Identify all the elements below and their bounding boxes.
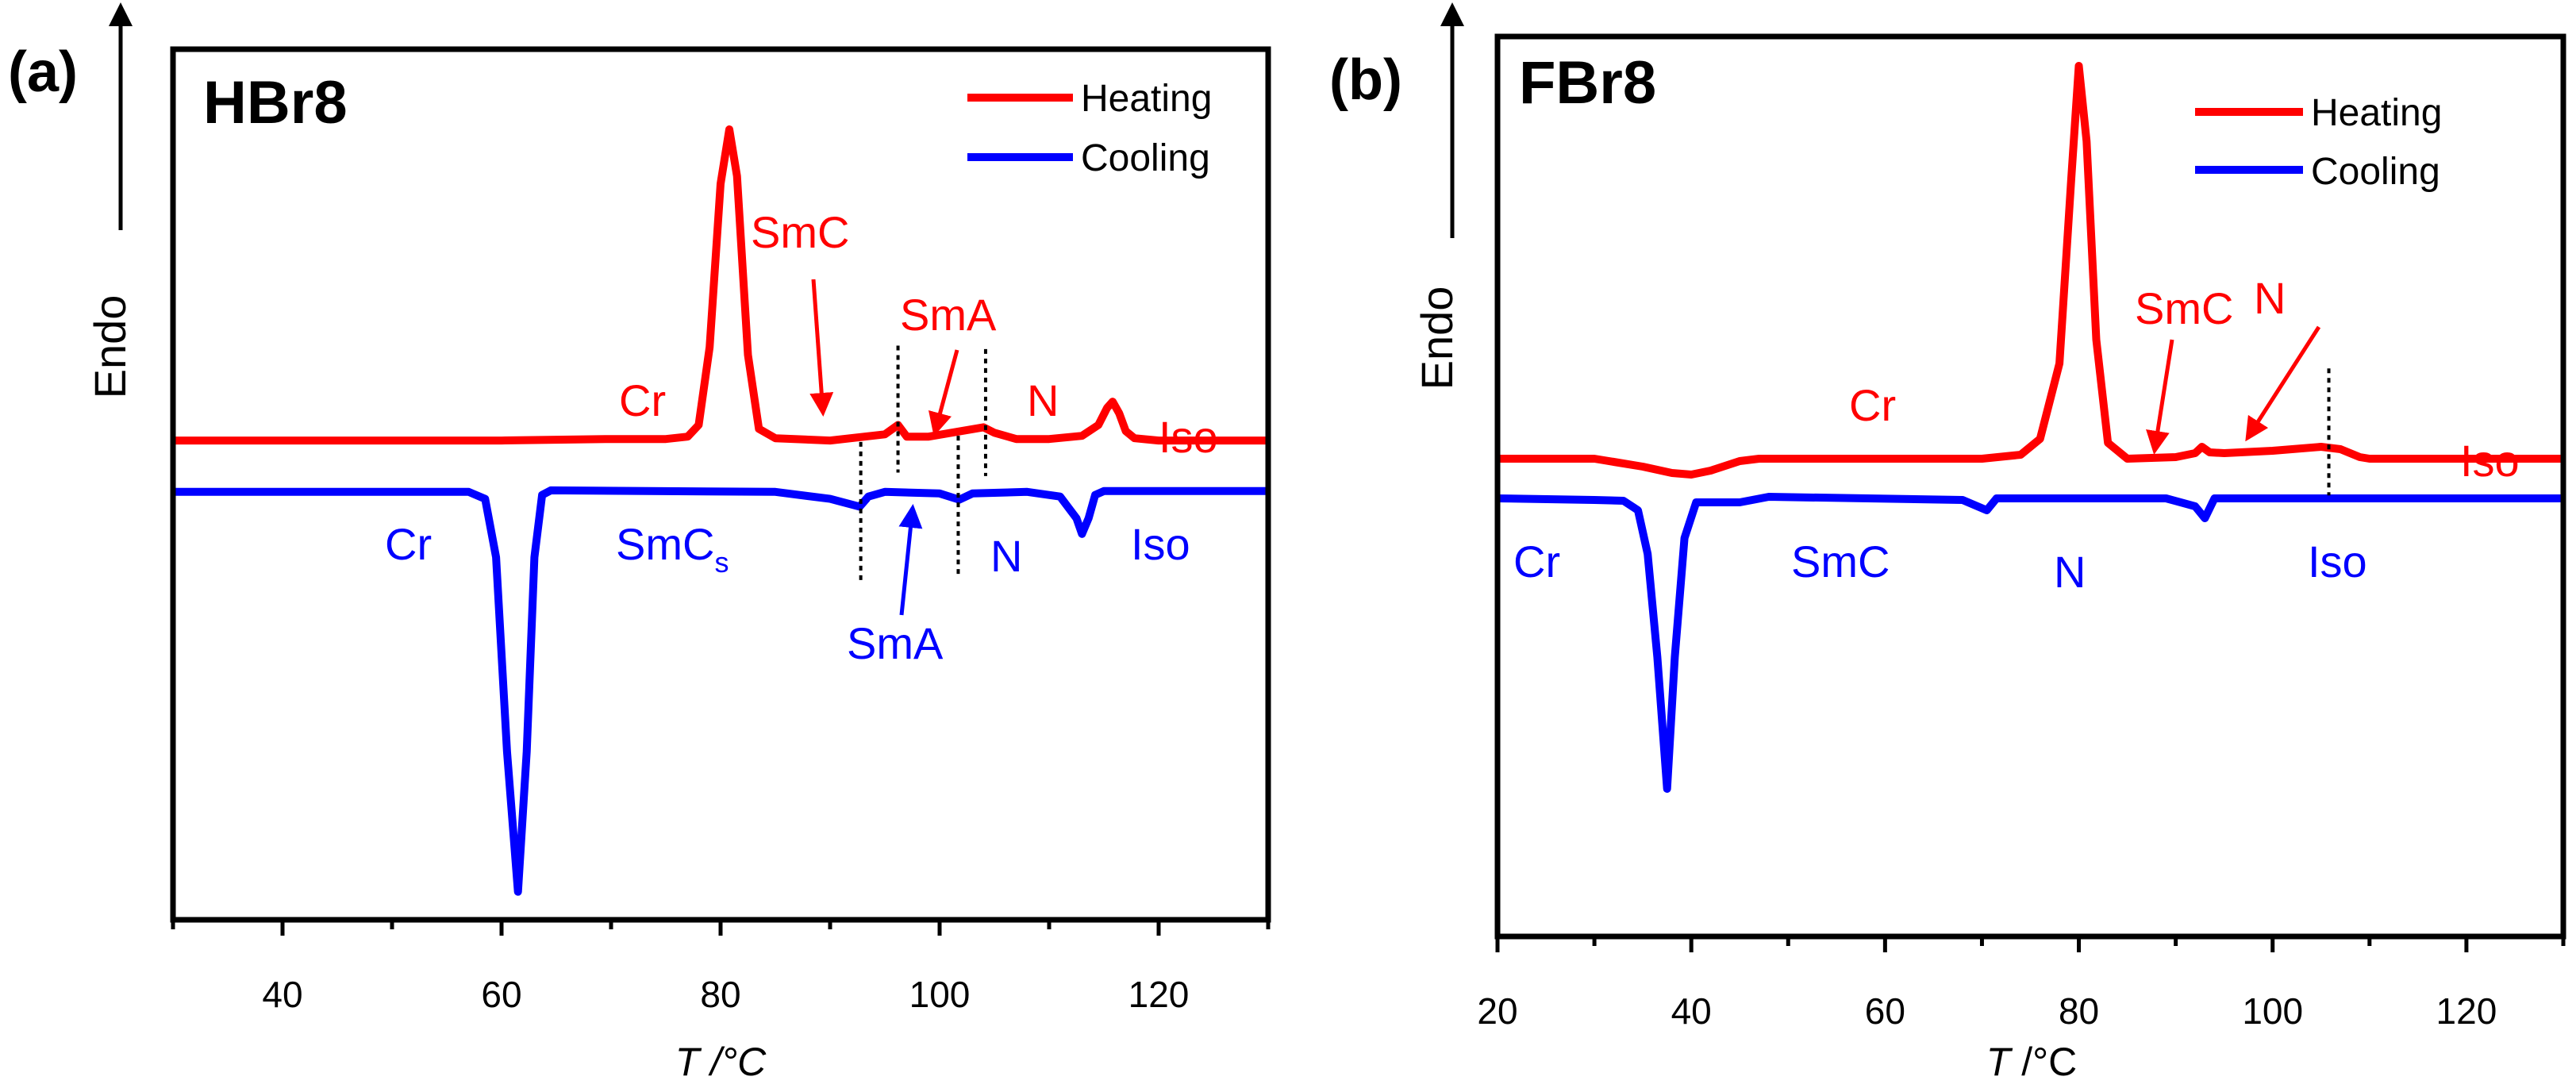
x-tick-label: 80	[700, 974, 740, 1015]
x-axis-label: T /°C	[1986, 1040, 2077, 1084]
annotation-cooling-smcs: SmCs	[616, 519, 729, 579]
x-axis-label: T /°C	[675, 1040, 767, 1084]
annotation-heating-cr: Cr	[619, 375, 666, 425]
plot-frame	[1494, 33, 2566, 940]
x-tick-label: 80	[2059, 990, 2099, 1032]
series-heating-line	[1498, 62, 2563, 479]
annotation-cooling-iso: Iso	[1131, 519, 1190, 569]
annotation-cooling-iso: Iso	[2308, 536, 2367, 586]
series-cooling-line	[1497, 493, 2563, 793]
annotation-cooling-smc: SmC	[1791, 536, 1890, 586]
legend-heating-label: Heating	[2311, 92, 2442, 134]
annotation-heating-smc: SmC	[751, 207, 849, 257]
legend-heating-label: Heating	[1081, 78, 1212, 120]
x-tick-label: 100	[909, 974, 971, 1015]
x-tick-label: 40	[1671, 990, 1712, 1032]
panel-label: (b)	[1329, 48, 1402, 112]
annotation-cooling-n: N	[990, 531, 1022, 581]
x-tick-label: 60	[1865, 990, 1905, 1032]
annotation-heating-n: N	[1027, 375, 1059, 425]
series-cooling-line	[173, 486, 1268, 896]
chart-title: HBr8	[203, 69, 348, 136]
arrow-smc-icon	[2146, 339, 2174, 455]
annotation-heating-n: N	[2254, 273, 2286, 323]
panel-b: (b) Endo FBr8 Heating Cooling SmC N Cr I…	[1329, 2, 2566, 1084]
annotation-heating-sma: SmA	[900, 290, 997, 340]
annotation-cooling-sma: SmA	[847, 618, 944, 668]
annotation-cooling-cr: Cr	[385, 519, 432, 569]
panel-label: (a)	[8, 40, 78, 104]
legend-cooling-label: Cooling	[1081, 137, 1210, 179]
x-tick-label: 120	[1128, 974, 1190, 1015]
chart-title: FBr8	[1519, 49, 1656, 117]
panel-a: (a) Endo HBr8 Heating Cooling SmC SmA Cr…	[8, 2, 1271, 1084]
x-tick-label: 60	[481, 974, 521, 1015]
arrow-cooling-sma-icon	[898, 504, 923, 616]
arrow-sma-icon	[929, 349, 959, 436]
annotation-heating-smc: SmC	[2135, 283, 2233, 333]
arrow-n-icon	[2245, 325, 2321, 442]
y-axis-label: Endo	[85, 295, 135, 399]
annotation-cooling-cr: Cr	[1513, 536, 1560, 586]
x-tick-label: 20	[1477, 990, 1517, 1032]
annotation-heating-cr: Cr	[1849, 380, 1896, 430]
legend-cooling-label: Cooling	[2311, 151, 2440, 193]
annotation-cooling-n: N	[2054, 547, 2086, 597]
x-tick-label: 100	[2242, 990, 2303, 1032]
y-axis-label: Endo	[1412, 286, 1462, 390]
arrow-smc-icon	[809, 279, 834, 417]
x-tick-label: 40	[262, 974, 302, 1015]
x-tick-label: 120	[2436, 990, 2497, 1032]
